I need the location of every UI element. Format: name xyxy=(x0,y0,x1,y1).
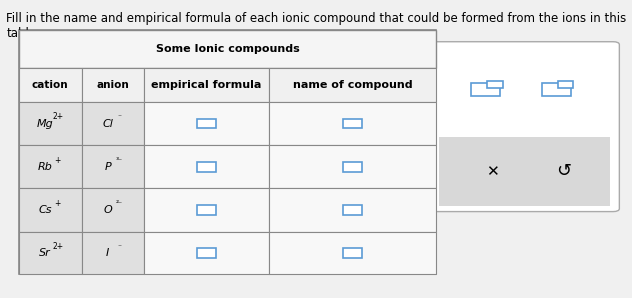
FancyBboxPatch shape xyxy=(82,102,144,145)
FancyBboxPatch shape xyxy=(269,102,436,145)
FancyBboxPatch shape xyxy=(269,68,436,102)
Text: cation: cation xyxy=(32,80,68,90)
FancyBboxPatch shape xyxy=(19,102,82,145)
Text: ⁻: ⁻ xyxy=(117,112,121,122)
FancyBboxPatch shape xyxy=(343,205,362,215)
Text: O: O xyxy=(104,205,112,215)
FancyBboxPatch shape xyxy=(343,248,362,258)
Text: Rb: Rb xyxy=(38,162,52,172)
FancyBboxPatch shape xyxy=(82,188,144,232)
Text: P: P xyxy=(104,162,111,172)
Text: name of compound: name of compound xyxy=(293,80,413,90)
Text: ³⁻: ³⁻ xyxy=(116,156,123,165)
Text: ⁻: ⁻ xyxy=(117,242,121,251)
FancyBboxPatch shape xyxy=(487,81,502,88)
FancyBboxPatch shape xyxy=(19,232,82,274)
FancyBboxPatch shape xyxy=(343,119,362,128)
FancyBboxPatch shape xyxy=(343,162,362,172)
Text: ²⁻: ²⁻ xyxy=(116,199,123,208)
Text: Some Ionic compounds: Some Ionic compounds xyxy=(155,44,300,54)
Text: 2+: 2+ xyxy=(52,242,63,251)
Text: 2+: 2+ xyxy=(52,112,63,122)
Text: Cs: Cs xyxy=(39,205,52,215)
FancyBboxPatch shape xyxy=(197,248,216,258)
Text: anion: anion xyxy=(97,80,129,90)
FancyBboxPatch shape xyxy=(144,188,269,232)
FancyBboxPatch shape xyxy=(542,83,571,96)
Text: Mg: Mg xyxy=(37,119,54,128)
Text: I: I xyxy=(106,248,109,258)
FancyBboxPatch shape xyxy=(269,232,436,274)
FancyBboxPatch shape xyxy=(197,162,216,172)
FancyBboxPatch shape xyxy=(19,145,82,188)
FancyBboxPatch shape xyxy=(19,30,436,68)
FancyBboxPatch shape xyxy=(144,68,269,102)
FancyBboxPatch shape xyxy=(197,205,216,215)
FancyBboxPatch shape xyxy=(144,232,269,274)
Text: empirical formula: empirical formula xyxy=(152,80,262,90)
FancyBboxPatch shape xyxy=(439,137,610,206)
Text: +: + xyxy=(54,199,61,208)
FancyBboxPatch shape xyxy=(269,145,436,188)
FancyBboxPatch shape xyxy=(430,42,619,212)
FancyBboxPatch shape xyxy=(19,188,82,232)
Text: ↺: ↺ xyxy=(556,162,571,180)
Text: +: + xyxy=(54,156,61,165)
FancyBboxPatch shape xyxy=(269,188,436,232)
FancyBboxPatch shape xyxy=(82,68,144,102)
FancyBboxPatch shape xyxy=(82,232,144,274)
FancyBboxPatch shape xyxy=(197,119,216,128)
Text: ✕: ✕ xyxy=(487,164,499,179)
Text: Cl: Cl xyxy=(102,119,113,128)
Text: Sr: Sr xyxy=(39,248,51,258)
FancyBboxPatch shape xyxy=(82,145,144,188)
FancyBboxPatch shape xyxy=(19,30,436,274)
FancyBboxPatch shape xyxy=(471,83,500,96)
FancyBboxPatch shape xyxy=(144,102,269,145)
FancyBboxPatch shape xyxy=(558,81,573,88)
FancyBboxPatch shape xyxy=(19,68,82,102)
FancyBboxPatch shape xyxy=(144,145,269,188)
Text: Fill in the name and empirical formula of each ionic compound that could be form: Fill in the name and empirical formula o… xyxy=(6,12,626,40)
